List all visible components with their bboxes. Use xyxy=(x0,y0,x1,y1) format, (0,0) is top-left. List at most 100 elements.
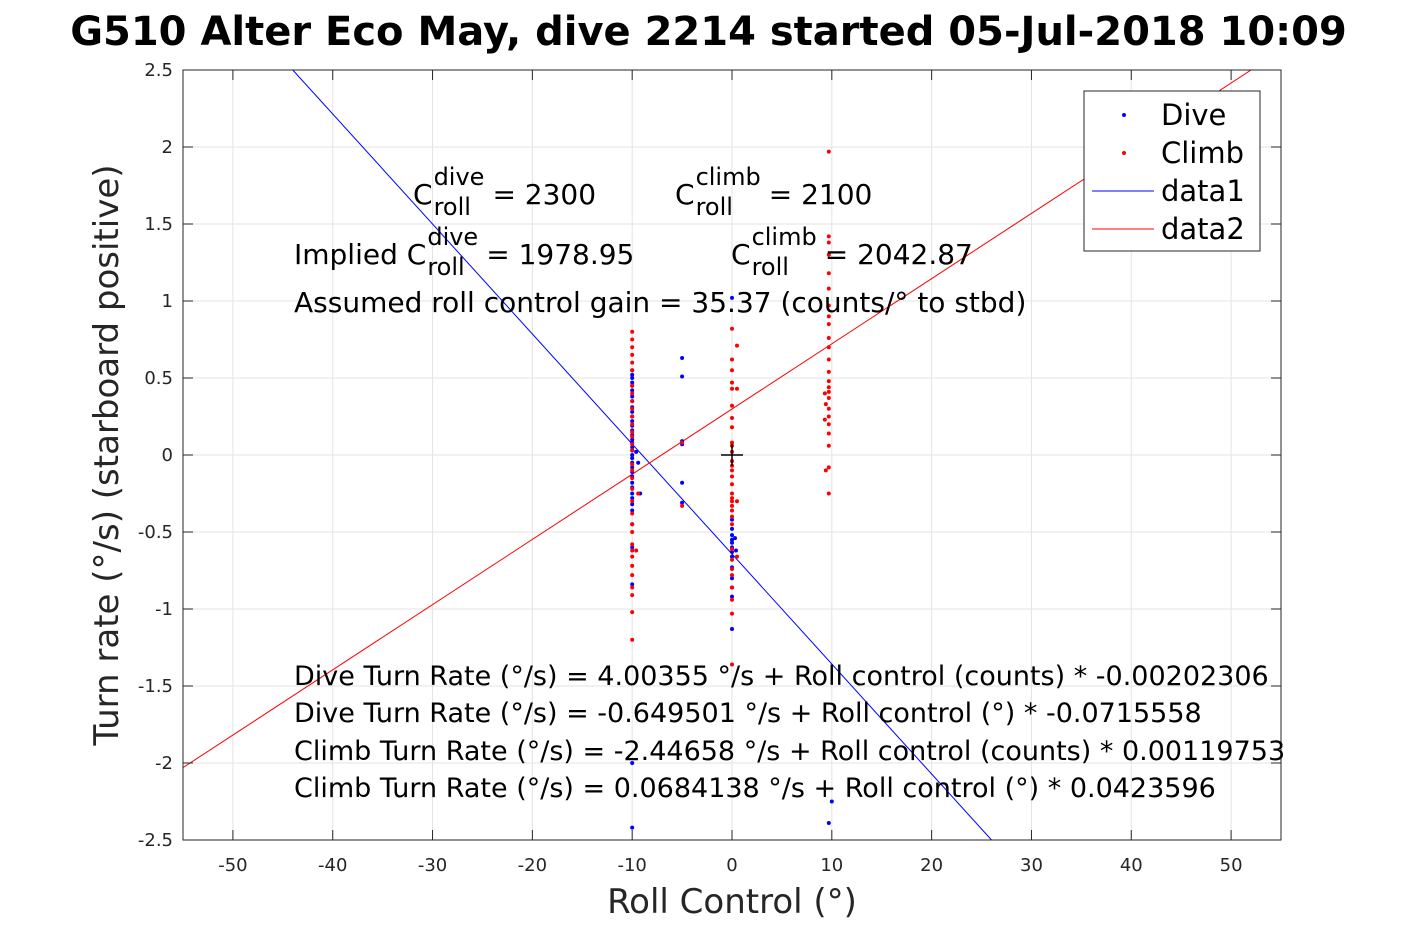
x-tick-label: -40 xyxy=(318,855,347,876)
c-climb-value: = 2100 xyxy=(768,178,873,211)
c-dive-value: = 2300 xyxy=(492,178,597,211)
climb-point xyxy=(826,234,831,239)
climb-point xyxy=(730,499,734,504)
climb-point xyxy=(630,352,635,357)
climb-point xyxy=(630,530,635,534)
climb-point xyxy=(630,468,635,473)
dive-point xyxy=(630,419,635,424)
climb-point xyxy=(734,499,739,504)
climb-point xyxy=(826,314,831,319)
legend-box xyxy=(1083,90,1261,252)
climb-point xyxy=(630,511,635,516)
dive-point xyxy=(630,825,635,830)
climb-point xyxy=(630,573,635,578)
climb-point xyxy=(630,554,635,559)
climb-point xyxy=(730,440,734,445)
climb-point xyxy=(734,386,739,391)
x-tick-label: -10 xyxy=(617,855,646,876)
climb-point xyxy=(730,508,734,513)
dive-point xyxy=(730,537,734,542)
ticks: -50 -40 -30 -20 -10 0 10 20 30 40 50 2.5 2 1.5 1 0.5 0 -0… xyxy=(138,60,1281,876)
climb-equation-counts: Climb Turn Rate (°/s) = -2.44658 °/s + R… xyxy=(294,736,1286,767)
y-tick-label: 2.5 xyxy=(144,60,173,81)
climb-point xyxy=(630,429,635,434)
climb-point xyxy=(630,422,635,427)
climb-point xyxy=(826,389,831,394)
climb-point xyxy=(730,597,734,602)
climb-point xyxy=(630,329,635,334)
dive-point xyxy=(730,533,734,538)
y-tick-label: 0 xyxy=(162,445,173,466)
dive-point xyxy=(630,545,635,550)
x-tick-label: 0 xyxy=(726,855,737,876)
climb-point xyxy=(826,369,831,374)
climb-point xyxy=(730,496,734,501)
climb-point xyxy=(630,593,635,598)
dive-point xyxy=(630,465,635,470)
climb-point xyxy=(734,554,739,559)
climb-equation-degrees: Climb Turn Rate (°/s) = 0.0684138 °/s + … xyxy=(294,773,1216,804)
dive-equation-counts: Dive Turn Rate (°/s) = 4.00355 °/s + Rol… xyxy=(294,661,1269,692)
dive-point xyxy=(630,480,635,485)
climb-point xyxy=(630,637,635,642)
y-tick-label: -2.5 xyxy=(138,830,173,851)
climb-point xyxy=(826,385,831,390)
dive-point xyxy=(630,582,635,587)
chart-title: G510 Alter Eco May, dive 2214 started 05… xyxy=(70,9,1347,55)
implied-climb-indices: climb roll xyxy=(752,224,817,282)
climb-point xyxy=(630,442,635,447)
dive-point xyxy=(732,536,737,541)
climb-point xyxy=(730,585,734,590)
climb-point xyxy=(822,391,827,396)
implied-dive-superscript: dive xyxy=(427,223,479,251)
y-tick-label: -2 xyxy=(155,753,173,774)
legend-label-climb: Climb xyxy=(1161,136,1244,170)
x-axis-label: Roll Control (°) xyxy=(607,882,857,922)
dive-point xyxy=(730,550,734,555)
climb-point xyxy=(630,345,635,350)
climb-point xyxy=(734,343,739,348)
legend-label-data1: data1 xyxy=(1161,174,1245,208)
dive-point xyxy=(630,394,635,399)
climb-point xyxy=(630,548,635,553)
climb-point xyxy=(630,542,635,547)
climb-point xyxy=(730,380,734,385)
climb-point xyxy=(630,414,635,419)
climb-point xyxy=(730,522,734,527)
x-tick-label: 20 xyxy=(920,855,943,876)
climb-point xyxy=(630,368,635,373)
climb-point xyxy=(630,499,635,504)
climb-point xyxy=(630,434,635,439)
y-axis-label: Turn rate (°/s) (starboard positive) xyxy=(87,164,127,746)
climb-point xyxy=(630,563,635,568)
dive-point xyxy=(680,480,685,485)
climb-point xyxy=(680,503,685,508)
climb-point xyxy=(826,303,831,308)
y-tick-label: -1 xyxy=(155,599,173,620)
climb-point xyxy=(730,368,734,373)
x-tick-label: -50 xyxy=(218,855,247,876)
climb-point xyxy=(730,386,734,391)
climb-point xyxy=(730,468,734,473)
climb-point xyxy=(630,522,635,527)
dive-point xyxy=(634,449,639,454)
legend: Dive Climb data1 data2 xyxy=(1083,90,1261,252)
dive-point xyxy=(630,372,635,377)
climb-point xyxy=(826,406,831,411)
climb-point xyxy=(730,403,734,408)
fit-line-data2 xyxy=(183,70,1252,769)
dive-point xyxy=(730,594,734,599)
dive-point xyxy=(680,500,685,505)
climb-point xyxy=(826,149,831,154)
climb-point xyxy=(630,360,635,365)
dive-equation-degrees: Dive Turn Rate (°/s) = -0.649501 °/s + R… xyxy=(294,698,1202,729)
climb-point xyxy=(730,557,734,562)
dive-point xyxy=(733,548,738,553)
climb-point xyxy=(826,396,831,401)
climb-point xyxy=(823,468,828,473)
dive-point xyxy=(630,456,635,461)
x-tick-label: 40 xyxy=(1120,855,1143,876)
y-tick-label: 1 xyxy=(162,291,173,312)
dive-point xyxy=(636,460,641,465)
